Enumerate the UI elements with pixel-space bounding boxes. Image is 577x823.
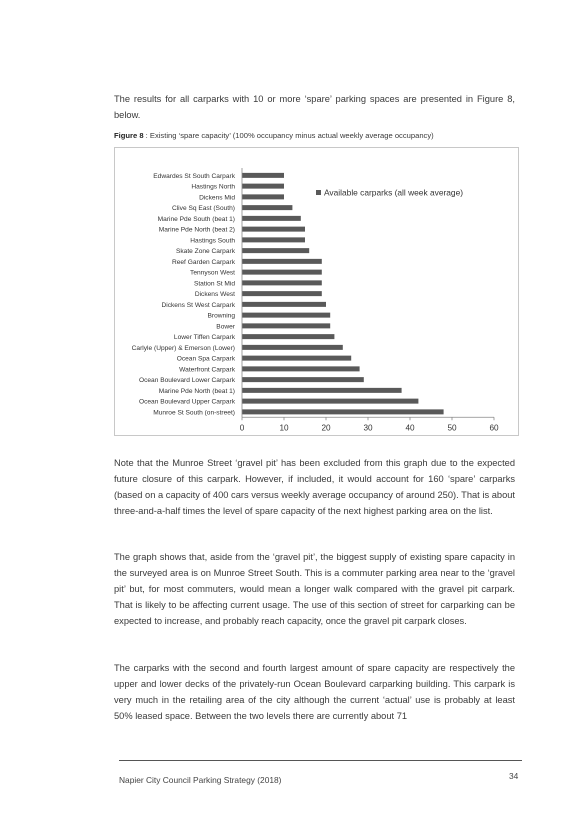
category-label-22: Munroe St South (on-street) [153, 409, 235, 416]
bar-7 [242, 248, 310, 254]
x-tick-label-0: 0 [240, 423, 245, 432]
category-label-6: Hastings South [190, 237, 235, 244]
bar-9 [242, 269, 322, 275]
bar-19 [242, 377, 364, 383]
footer-title: Napier City Council Parking Strategy (20… [119, 775, 282, 785]
category-label-9: Tennyson West [190, 270, 235, 277]
bar-18 [242, 366, 360, 372]
x-tick-label-6: 60 [489, 423, 499, 432]
x-tick-label-1: 10 [279, 423, 289, 432]
bar-6 [242, 237, 305, 243]
x-tick-label-5: 50 [447, 423, 457, 432]
bar-14 [242, 323, 331, 329]
category-label-1: Hastings North [191, 184, 235, 191]
category-label-14: Bower [216, 323, 235, 330]
category-label-20: Marine Pde North (beat 1) [159, 388, 235, 395]
x-tick-label-3: 30 [363, 423, 373, 432]
bar-3 [242, 205, 293, 211]
figure-label: Figure 8 [114, 131, 144, 140]
category-label-5: Marine Pde North (beat 2) [159, 227, 235, 234]
bar-22 [242, 409, 444, 415]
bar-15 [242, 334, 335, 340]
category-label-0: Edwardes St South Carpark [153, 173, 235, 180]
category-label-13: Browning [208, 313, 236, 320]
category-label-8: Reef Garden Carpark [172, 259, 236, 266]
intro-paragraph: The results for all carparks with 10 or … [114, 94, 515, 120]
page-number: 34 [509, 771, 519, 781]
bar-17 [242, 355, 352, 361]
figure-caption: Figure 8 : Existing ‘spare capacity’ (10… [114, 131, 434, 140]
category-label-21: Ocean Boulevard Upper Carpark [139, 399, 236, 406]
category-label-17: Ocean Spa Carpark [177, 356, 236, 363]
category-label-4: Marine Pde South (beat 1) [158, 216, 235, 223]
bar-4 [242, 215, 301, 221]
bar-1 [242, 183, 284, 189]
bar-2 [242, 194, 284, 200]
bar-5 [242, 226, 305, 232]
x-tick-label-2: 20 [321, 423, 331, 432]
category-label-18: Waterfront Carpark [179, 366, 236, 373]
category-label-3: Clive Sq East (South) [172, 205, 235, 212]
bar-21 [242, 398, 419, 404]
bar-16 [242, 344, 343, 350]
bar-20 [242, 387, 402, 393]
footer-divider [119, 760, 522, 761]
figure-8-chart: Edwardes St South Carpark Hastings North D… [114, 147, 519, 436]
legend-swatch [316, 190, 321, 195]
bar-0 [242, 172, 284, 178]
bar-12 [242, 301, 326, 307]
figure-caption-text: : Existing ‘spare capacity’ (100% occupa… [143, 131, 434, 140]
bar-11 [242, 291, 322, 297]
category-label-2: Dickens Mid [199, 194, 235, 201]
category-label-11: Dickens West [195, 291, 235, 298]
bar-10 [242, 280, 322, 286]
paragraph-munroe-street: The graph shows that, aside from the ‘gr… [114, 552, 515, 626]
category-label-19: Ocean Boulevard Lower Carpark [139, 377, 236, 384]
category-label-12: Dickens St West Carpark [161, 302, 235, 309]
paragraph-ocean-boulevard: The carparks with the second and fourth … [114, 663, 515, 721]
chart-svg: Edwardes St South Carpark Hastings North D… [132, 168, 499, 432]
category-label-15: Lower Tiffen Carpark [174, 334, 236, 341]
paragraph-gravel-pit: Note that the Munroe Street ‘gravel pit’… [114, 458, 515, 516]
category-label-7: Skate Zone Carpark [176, 248, 236, 255]
category-label-10: Station St Mid [194, 280, 235, 287]
bar-13 [242, 312, 331, 318]
x-tick-label-4: 40 [405, 423, 415, 432]
category-label-16: Carlyle (Upper) & Emerson (Lower) [132, 345, 235, 352]
legend-label: Available carparks (all week average) [324, 188, 463, 198]
bar-8 [242, 258, 322, 264]
